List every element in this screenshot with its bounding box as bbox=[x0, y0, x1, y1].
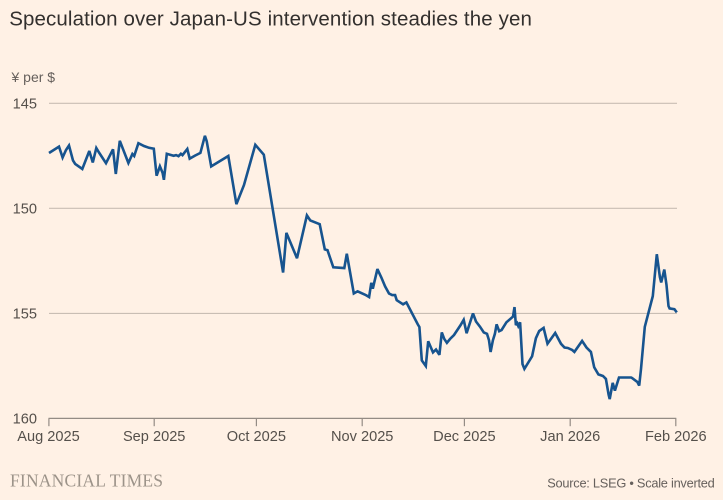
svg-text:FINANCIAL TIMES: FINANCIAL TIMES bbox=[10, 470, 163, 490]
svg-text:Oct 2025: Oct 2025 bbox=[227, 429, 286, 445]
svg-text:145: 145 bbox=[13, 96, 37, 112]
svg-text:Nov 2025: Nov 2025 bbox=[331, 429, 393, 445]
svg-text:¥ per $: ¥ per $ bbox=[11, 69, 56, 85]
svg-text:Feb 2026: Feb 2026 bbox=[645, 429, 707, 445]
svg-text:155: 155 bbox=[13, 306, 37, 322]
svg-text:Jan 2026: Jan 2026 bbox=[540, 429, 600, 445]
svg-text:160: 160 bbox=[13, 411, 37, 427]
svg-text:Source: LSEG • Scale inverted: Source: LSEG • Scale inverted bbox=[547, 475, 714, 490]
svg-text:Speculation over Japan-US inte: Speculation over Japan-US intervention s… bbox=[9, 8, 532, 31]
svg-text:Sep 2025: Sep 2025 bbox=[123, 429, 186, 445]
svg-text:Dec 2025: Dec 2025 bbox=[433, 429, 495, 445]
svg-text:150: 150 bbox=[13, 201, 37, 217]
svg-text:Aug 2025: Aug 2025 bbox=[17, 429, 80, 445]
